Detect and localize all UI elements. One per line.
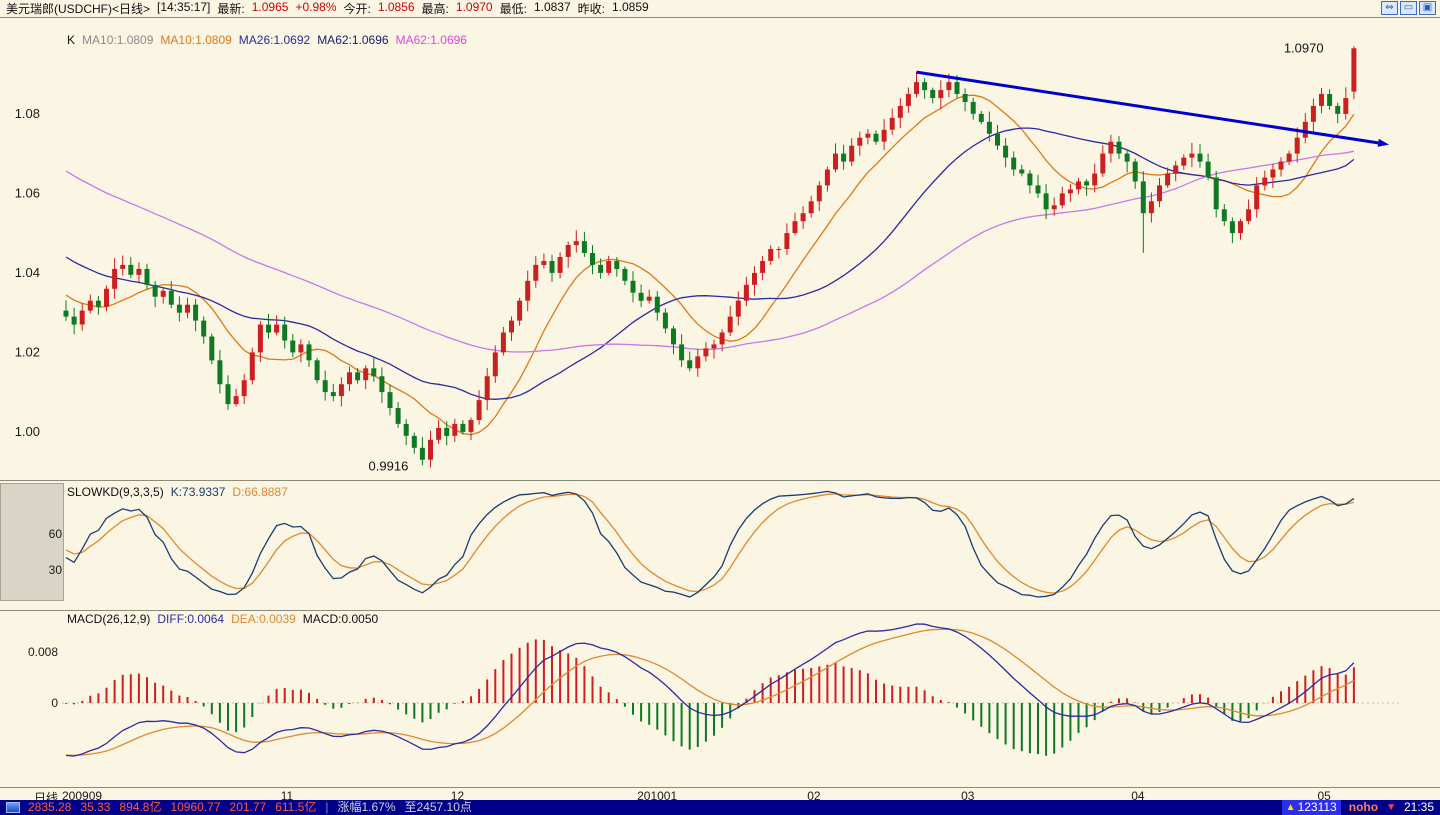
up-triangle-icon: ▲ (1285, 802, 1296, 813)
high-value: 1.0970 (455, 0, 493, 14)
status-bar: 2835.28 35.33 894.8亿 10960.77 201.77 611.5亿 | 涨… (0, 800, 1440, 815)
slowkd-d-value: D:66.8887 (232, 485, 288, 499)
index1-change: 35.33 (80, 800, 111, 814)
macd-dea-value: DEA:0.0039 (231, 612, 296, 626)
x-axis-label: 200909 (62, 789, 103, 803)
x-axis-label: 201001 (637, 789, 678, 803)
x-axis-label: 02 (807, 789, 821, 803)
index2-value: 10960.77 (170, 800, 221, 814)
status-right-group: ▲ 123113 noho ▼ 21:35 (1281, 800, 1434, 815)
last-value: 1.0965 (251, 0, 289, 14)
x-axis-label: 03 (961, 789, 975, 803)
quote-summary: 美元瑞郎(USDCHF)<日线> [14:35:17] 最新: 1.0965 +0.98… (6, 0, 656, 17)
down-arrow-icon[interactable]: ▼ (1386, 802, 1396, 813)
low-value: 1.0837 (533, 0, 571, 14)
macd-panel: 0.008 0 (28, 623, 1400, 757)
window-button-2[interactable]: ▭ (1400, 1, 1417, 15)
high-label: 最高: (421, 2, 449, 16)
index2-change: 201.77 (229, 800, 267, 814)
panel-dividers (0, 480, 1440, 788)
ma-lines (65, 94, 1355, 436)
window-button-1[interactable]: ⇔ (1381, 1, 1398, 15)
trendline-annotation (916, 70, 1390, 147)
macd-diff-value: DIFF:0.0064 (157, 612, 225, 626)
slowkd-panel: 60 30 (49, 490, 1355, 598)
x-axis-label: 05 (1317, 789, 1331, 803)
index1-volume: 894.8亿 (119, 800, 162, 814)
last-label: 最新: (217, 2, 245, 16)
ma62-value: MA62:1.0696 (317, 33, 389, 47)
price-annotations: 1.0970 0.9916 (369, 40, 1324, 473)
window-controls: ⇔ ▭ ▣ (1381, 1, 1436, 15)
window-button-3[interactable]: ▣ (1419, 1, 1436, 15)
svg-text:30: 30 (49, 563, 63, 577)
svg-text:1.04: 1.04 (15, 265, 40, 280)
svg-text:1.0970: 1.0970 (1284, 40, 1324, 55)
market-status-icon (6, 802, 20, 813)
svg-text:1.02: 1.02 (15, 344, 40, 359)
open-label: 今开: (343, 2, 371, 16)
x-axis-label: 12 (450, 789, 465, 803)
title-bar: 美元瑞郎(USDCHF)<日线> [14:35:17] 最新: 1.0965 +0.98… (0, 0, 1440, 18)
prev-close-value: 1.0859 (611, 0, 649, 14)
slowkd-header-row: SLOWKD(9,3,3,5) K:73.9337 D:66.8887 (67, 485, 295, 499)
separator: | (325, 800, 329, 814)
macd-value: MACD:0.0050 (302, 612, 379, 626)
instrument-title: 美元瑞郎(USDCHF)<日线> (6, 2, 151, 16)
prev-close-label: 昨收: (577, 2, 605, 16)
index1-value: 2835.28 (28, 800, 72, 814)
x-axis-row: 日线 200909 11 12 201001 02 03 04 05 (0, 789, 1440, 805)
svg-text:0: 0 (51, 696, 58, 710)
ma-header-row: K MA10:1.0809 MA10:1.0809 MA26:1.0692 MA62:1… (67, 33, 474, 47)
gain-percent: 涨幅1.67% (337, 800, 396, 814)
index2-volume: 611.5亿 (275, 800, 317, 814)
low-label: 最低: (499, 2, 527, 16)
gain-target: 至2457.10点 (404, 800, 472, 814)
quote-time: [14:35:17] (157, 0, 211, 14)
macd-header-row: MACD(26,12,9) DIFF:0.0064 DEA:0.0039 MACD:0… (67, 612, 385, 626)
market-indices: 2835.28 35.33 894.8亿 10960.77 201.77 611.5亿 | 涨… (28, 800, 481, 815)
ma62-value-2: MA62:1.0696 (395, 33, 467, 47)
slowkd-params: SLOWKD(9,3,3,5) (67, 485, 164, 499)
candlestick-layer (63, 46, 1357, 468)
badge-value: 123113 (1297, 800, 1337, 814)
user-label: noho (1348, 800, 1379, 814)
slowkd-k-value: K:73.9337 (170, 485, 226, 499)
svg-text:1.06: 1.06 (15, 185, 40, 200)
left-scale-panel (0, 483, 64, 601)
svg-text:0.9916: 0.9916 (369, 458, 409, 473)
open-value: 1.0856 (377, 0, 415, 14)
x-axis-label: 11 (280, 789, 294, 803)
ma10-value-2: MA10:1.0809 (160, 33, 232, 47)
status-badge[interactable]: ▲ 123113 (1281, 800, 1341, 815)
ma26-value: MA26:1.0692 (238, 33, 311, 47)
svg-text:60: 60 (49, 527, 63, 541)
svg-text:1.08: 1.08 (15, 106, 40, 121)
svg-text:1.00: 1.00 (15, 424, 40, 439)
svg-text:0.008: 0.008 (28, 645, 58, 659)
price-axis: 1.08 1.06 1.04 1.02 1.00 (15, 106, 40, 439)
change-percent: +0.98% (295, 0, 337, 14)
ma10-value: MA10:1.0809 (82, 33, 154, 47)
x-axis-label: 04 (1131, 789, 1145, 803)
clock-label: 21:35 (1403, 800, 1434, 814)
chart-type-label: K (67, 33, 76, 47)
macd-params: MACD(26,12,9) (67, 612, 151, 626)
